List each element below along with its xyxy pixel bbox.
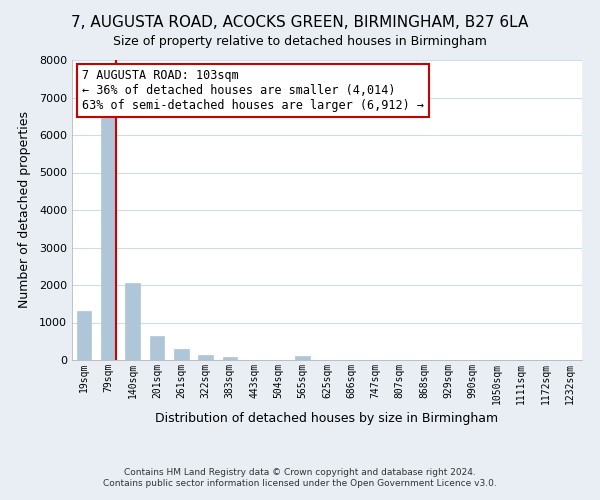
X-axis label: Distribution of detached houses by size in Birmingham: Distribution of detached houses by size …	[155, 412, 499, 425]
Bar	[295, 356, 310, 360]
Bar	[150, 336, 164, 360]
Bar	[125, 283, 140, 360]
Y-axis label: Number of detached properties: Number of detached properties	[17, 112, 31, 308]
Bar	[174, 349, 188, 360]
Text: Contains HM Land Registry data © Crown copyright and database right 2024.
Contai: Contains HM Land Registry data © Crown c…	[103, 468, 497, 487]
Text: 7, AUGUSTA ROAD, ACOCKS GREEN, BIRMINGHAM, B27 6LA: 7, AUGUSTA ROAD, ACOCKS GREEN, BIRMINGHA…	[71, 15, 529, 30]
Bar	[101, 112, 116, 360]
Bar	[223, 357, 237, 360]
Bar	[198, 355, 213, 360]
Text: 7 AUGUSTA ROAD: 103sqm
← 36% of detached houses are smaller (4,014)
63% of semi-: 7 AUGUSTA ROAD: 103sqm ← 36% of detached…	[82, 69, 424, 112]
Bar	[77, 311, 91, 360]
Text: Size of property relative to detached houses in Birmingham: Size of property relative to detached ho…	[113, 35, 487, 48]
